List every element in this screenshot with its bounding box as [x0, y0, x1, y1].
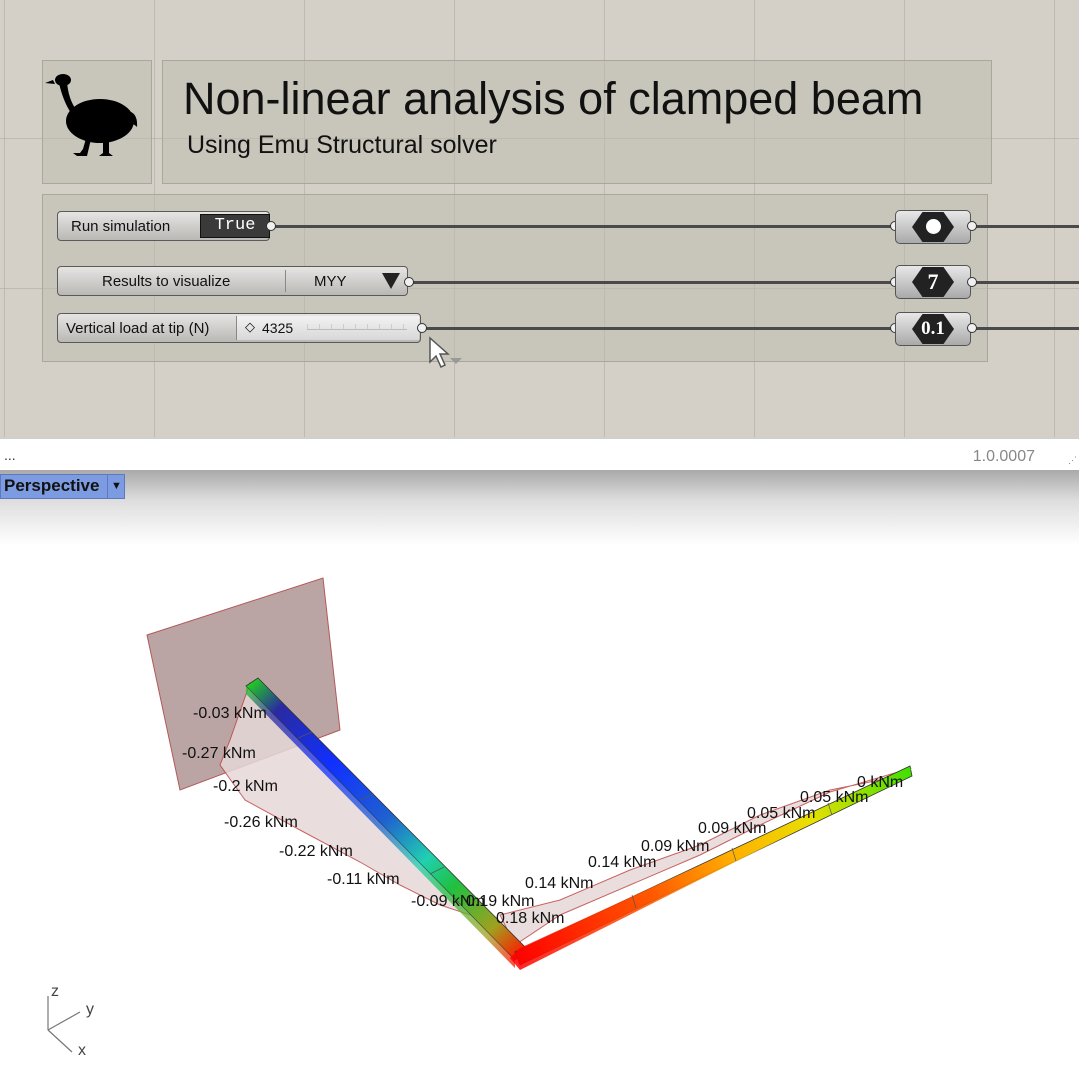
param-2-output-port[interactable]: [967, 277, 977, 287]
moment-label: -0.11 kNm: [327, 871, 400, 888]
moment-label: -0.27 kNm: [182, 745, 256, 762]
viewport-menu-arrow-icon[interactable]: ▼: [107, 475, 124, 498]
slider-grip-icon[interactable]: ◇: [245, 319, 255, 334]
boolean-param-icon: [912, 212, 954, 242]
param-3-output-port[interactable]: [967, 323, 977, 333]
axis-z-label: z: [51, 983, 59, 1000]
moment-label: 0.09 kNm: [698, 820, 766, 837]
title-panel[interactable]: Non-linear analysis of clamped beam Usin…: [162, 60, 992, 184]
moment-label: -0.09 kNm: [411, 893, 485, 910]
moment-label: -0.26 kNm: [224, 814, 298, 831]
moment-label: 0.19 kNm: [466, 893, 534, 910]
number-slider[interactable]: Vertical load at tip (N) ◇ 4325: [57, 313, 421, 343]
axis-gizmo: [47, 996, 81, 1053]
perspective-viewport[interactable]: Perspective ▼: [0, 470, 1079, 1079]
moment-label: 0 kNm: [857, 774, 903, 791]
mouse-cursor-icon: [429, 336, 462, 369]
version-label: 1.0.0007: [972, 448, 1035, 465]
moment-label: 0.14 kNm: [588, 854, 656, 871]
beam-segment-1-side: [246, 686, 515, 968]
wire-toggle: [274, 225, 894, 228]
dropdown-arrow-icon[interactable]: [382, 273, 400, 289]
param-1-output-port[interactable]: [967, 221, 977, 231]
moment-label: 0.05 kNm: [800, 789, 868, 806]
moment-label: 0.05 kNm: [747, 805, 815, 822]
axis-y-label: y: [86, 1001, 94, 1018]
viewport-tab[interactable]: Perspective ▼: [0, 474, 126, 499]
toggle-label: Run simulation: [71, 218, 171, 235]
boolean-toggle[interactable]: Run simulation True: [57, 211, 270, 241]
resize-grip-icon[interactable]: ⋰: [1068, 455, 1077, 465]
moment-label: -0.2 kNm: [213, 778, 278, 795]
moment-label: 0.09 kNm: [641, 838, 709, 855]
slider-value: 4325: [262, 320, 294, 336]
logo-panel[interactable]: [42, 60, 152, 184]
toggle-output-port[interactable]: [266, 221, 276, 231]
moment-label: -0.22 kNm: [279, 843, 353, 860]
wire-out-1: [976, 225, 1079, 228]
toggle-value[interactable]: True: [200, 214, 270, 238]
integer-param-value: 7: [912, 267, 954, 297]
boolean-param[interactable]: [895, 210, 971, 244]
value-list-selected[interactable]: MYY: [314, 273, 347, 290]
status-bar: ... 1.0.0007 ⋰: [0, 437, 1079, 472]
wire-valuelist: [412, 281, 894, 284]
wire-out-3: [976, 327, 1079, 330]
value-list-label: Results to visualize: [102, 273, 231, 290]
moment-label: 0.14 kNm: [525, 875, 593, 892]
slider-label: Vertical load at tip (N): [66, 320, 210, 337]
page-subtitle: Using Emu Structural solver: [187, 131, 497, 159]
value-list[interactable]: Results to visualize MYY: [57, 266, 408, 296]
page-title: Non-linear analysis of clamped beam: [183, 73, 924, 124]
slider-ticks: [307, 324, 407, 330]
wire-slider: [426, 327, 894, 330]
slider-track[interactable]: ◇ 4325: [236, 316, 419, 340]
moment-label: -0.03 kNm: [193, 705, 267, 722]
wire-out-2: [976, 281, 1079, 284]
axis-x-label: x: [78, 1042, 86, 1059]
value-list-output-port[interactable]: [404, 277, 414, 287]
status-text: ...: [4, 447, 16, 463]
viewport-name: Perspective: [4, 476, 100, 495]
moment-label: 0.18 kNm: [496, 910, 564, 927]
value-list-divider: [285, 270, 286, 292]
slider-output-port[interactable]: [417, 323, 427, 333]
number-param-value: 0.1: [912, 314, 954, 344]
beam-segment-2-side: [510, 768, 912, 970]
number-param[interactable]: 0.1: [895, 312, 971, 346]
integer-param[interactable]: 7: [895, 265, 971, 299]
beam-visualization: -0.03 kNm -0.27 kNm -0.2 kNm -0.26 kNm -…: [47, 577, 913, 1059]
emu-bird-icon: [45, 74, 138, 156]
grasshopper-canvas[interactable]: Non-linear analysis of clamped beam Usin…: [0, 0, 1079, 437]
